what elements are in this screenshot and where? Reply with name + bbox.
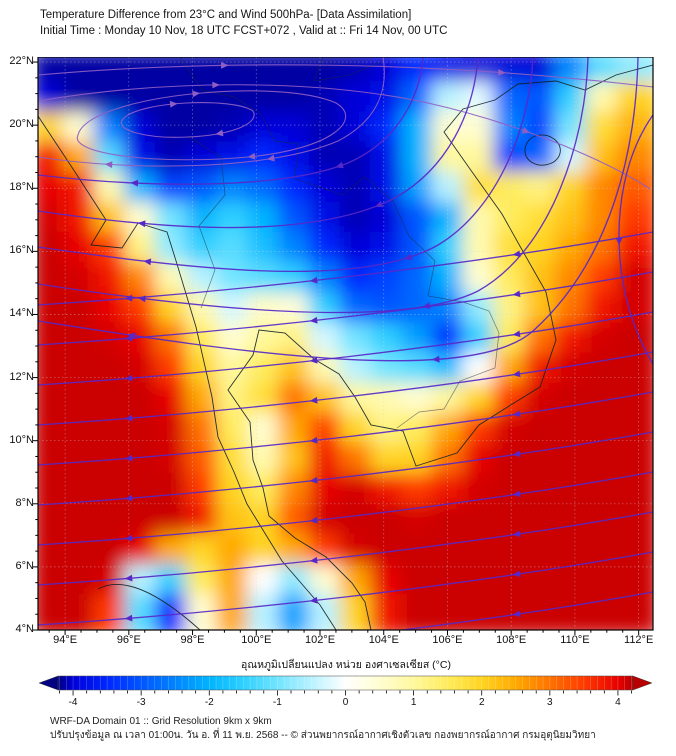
flow-arrow-icon — [615, 237, 623, 246]
flow-arrow-icon — [374, 200, 384, 208]
flow-arrow-icon — [309, 356, 318, 364]
flow-arrow-icon — [309, 316, 318, 324]
flow-arrow-icon — [169, 100, 178, 108]
flow-arrow-icon — [512, 370, 521, 378]
lat-tick-label: 4°N — [15, 623, 34, 635]
lon-tick-label: 98°E — [180, 634, 205, 646]
flow-arrow-icon — [309, 396, 318, 404]
colorbar-tick-label: 3 — [547, 697, 553, 708]
footer-block: WRF-DA Domain 01 :: Grid Resolution 9km … — [50, 715, 596, 742]
colorbar-tick-label: -3 — [137, 697, 146, 708]
flow-arrow-icon — [309, 436, 318, 444]
colorbar-tick-label: 4 — [615, 697, 621, 708]
chart-subtitle: Initial Time : Monday 10 Nov, 18 UTC FCS… — [40, 25, 448, 37]
lat-tick-label: 6°N — [15, 559, 34, 572]
flow-arrow-icon — [124, 534, 133, 542]
flow-arrow-icon — [130, 179, 139, 187]
flow-arrow-icon — [124, 494, 133, 502]
flow-arrow-icon — [215, 129, 224, 137]
colorbar-tick-label: 0 — [343, 697, 349, 708]
flow-arrow-icon — [221, 61, 229, 69]
flow-arrow-icon — [512, 530, 521, 538]
flow-arrow-icon — [309, 556, 318, 564]
flow-arrow-icon — [143, 258, 152, 266]
lat-tick-label: 14°N — [9, 307, 34, 320]
flow-arrow-icon — [497, 68, 506, 76]
lat-tick-label: 8°N — [15, 496, 34, 509]
flow-arrow-icon — [137, 220, 146, 228]
lat-tick-label: 20°N — [9, 118, 34, 131]
lon-tick-label: 100°E — [241, 634, 272, 646]
map-plot — [33, 57, 654, 635]
flow-arrow-icon — [335, 161, 344, 169]
flow-arrow-icon — [124, 574, 133, 582]
colorbar-tick-label: -4 — [69, 697, 78, 708]
flow-arrow-icon — [104, 161, 113, 168]
chart-title: Temperature Difference from 23°C and Win… — [40, 9, 412, 21]
flow-arrow-icon — [309, 476, 318, 484]
lon-tick-label: 112°E — [624, 634, 654, 646]
lon-tick-label: 108°E — [496, 634, 527, 646]
title-block: Temperature Difference from 23°C and Win… — [40, 7, 447, 39]
lat-tick-label: 16°N — [9, 244, 34, 257]
flow-arrow-icon — [512, 490, 521, 498]
flow-arrow-icon — [431, 355, 440, 363]
flow-arrow-icon — [309, 516, 318, 524]
flow-arrow-icon — [309, 276, 318, 284]
lon-tick-label: 104°E — [368, 634, 399, 646]
lat-tick-label: 12°N — [9, 370, 34, 383]
lon-tick-label: 102°E — [304, 634, 336, 646]
lon-tick-label: 106°E — [432, 634, 463, 646]
flow-arrow-icon — [512, 250, 521, 258]
lon-tick-label: 110°E — [560, 634, 590, 646]
flow-arrow-icon — [212, 81, 220, 89]
colorbar: อุณหภูมิเปลี่ยนแปลง หน่วย องศาเซลเซียส (… — [38, 658, 653, 708]
colorbar-left-arrow-icon — [38, 675, 59, 691]
lon-tick-label: 96°E — [116, 634, 141, 646]
flow-arrow-icon — [512, 450, 521, 458]
lat-tick-label: 18°N — [9, 181, 34, 194]
flow-arrow-icon — [512, 570, 521, 578]
flow-arrow-icon — [124, 334, 133, 342]
flow-arrow-icon — [403, 253, 413, 261]
colorbar-label: อุณหภูมิเปลี่ยนแปลง หน่วย องศาเซลเซียส (… — [241, 658, 451, 671]
wind-streamlines — [38, 57, 653, 630]
flow-arrow-icon — [124, 374, 133, 382]
flow-arrow-icon — [512, 330, 521, 338]
flow-arrow-icon — [192, 90, 201, 98]
lat-tick-label: 10°N — [9, 433, 34, 446]
lat-tick-label: 22°N — [9, 55, 34, 68]
flow-arrow-icon — [124, 414, 133, 422]
footer-domain-info: WRF-DA Domain 01 :: Grid Resolution 9km … — [50, 716, 272, 727]
colorbar-right-arrow-icon — [632, 675, 653, 691]
country-borders — [179, 57, 500, 429]
flow-arrow-icon — [512, 290, 521, 298]
flow-arrow-icon — [124, 454, 133, 462]
footer-agency-info: ปรับปรุงข้อมูล ณ เวลา 01:00น. วัน อ. ที่… — [50, 729, 596, 741]
lon-tick-label: 94°E — [53, 634, 78, 646]
colorbar-tick-label: 2 — [479, 697, 485, 708]
flow-arrow-icon — [521, 127, 530, 134]
colorbar-tick-label: -1 — [273, 697, 282, 708]
flow-arrow-icon — [309, 596, 318, 604]
flow-arrow-icon — [124, 294, 133, 302]
flow-arrow-icon — [124, 614, 133, 622]
flow-arrow-icon — [247, 152, 256, 160]
colorbar-tick-label: 1 — [411, 697, 417, 708]
colorbar-tick-label: -2 — [205, 697, 214, 708]
flow-arrow-icon — [512, 610, 521, 618]
flow-arrow-icon — [266, 154, 275, 162]
flow-arrow-icon — [512, 410, 521, 418]
